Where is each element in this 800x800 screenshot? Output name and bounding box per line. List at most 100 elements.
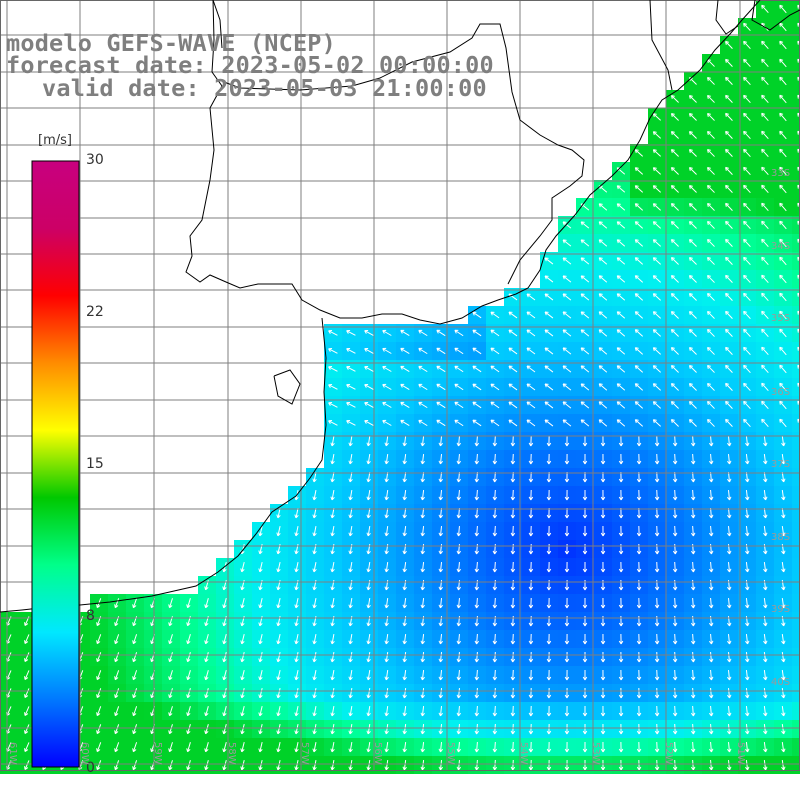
wind-arrow — [132, 760, 138, 771]
wind-arrow — [761, 238, 769, 248]
wind-arrow — [490, 311, 500, 319]
wind-arrow — [420, 489, 425, 501]
wind-arrow — [546, 759, 552, 771]
wind-arrow — [670, 419, 679, 427]
wind-arrow — [618, 597, 624, 609]
wind-arrow — [725, 220, 733, 229]
wind-arrow — [743, 76, 751, 86]
wind-arrow — [670, 113, 679, 121]
wind-arrow — [743, 94, 751, 104]
wind-arrow — [654, 759, 660, 771]
wind-arrow — [330, 435, 335, 447]
speed-cell — [792, 108, 800, 126]
wind-arrow — [474, 741, 480, 753]
wind-arrow — [670, 293, 679, 301]
wind-arrow — [562, 365, 572, 373]
wind-arrow — [366, 741, 371, 753]
speed-cell — [792, 468, 800, 486]
wind-arrow — [672, 507, 678, 519]
wind-arrow — [294, 508, 299, 519]
wind-arrow — [672, 471, 678, 483]
wind-arrow — [672, 669, 678, 681]
wind-arrow — [24, 724, 30, 735]
wind-arrow — [725, 202, 733, 211]
lat-label-33s: 33S — [771, 168, 791, 179]
wind-arrow — [294, 598, 299, 609]
wind-arrow — [616, 365, 626, 373]
wind-arrow — [348, 453, 353, 465]
wind-arrow — [670, 401, 679, 409]
wind-arrow — [240, 688, 245, 699]
speed-cell — [792, 486, 800, 504]
wind-arrow — [204, 760, 209, 771]
wind-arrow — [745, 471, 750, 483]
wind-arrow — [727, 741, 732, 753]
wind-arrow — [384, 489, 389, 501]
wind-arrow — [348, 489, 353, 501]
wind-arrow — [186, 652, 191, 663]
wind-arrow — [763, 525, 768, 537]
wind-arrow — [490, 401, 500, 409]
wind-arrow — [652, 149, 662, 157]
wind-arrow — [616, 257, 626, 265]
wind-arrow — [24, 688, 30, 699]
wind-arrow — [366, 651, 371, 663]
lat-label-40s: 40S — [771, 677, 791, 688]
wind-arrow — [707, 238, 715, 247]
wind-arrow — [564, 489, 570, 501]
wind-arrow — [670, 329, 679, 337]
wind-arrow — [708, 723, 714, 735]
lat-lon-grid — [0, 0, 800, 771]
wind-arrow — [384, 687, 389, 699]
wind-arrow — [670, 365, 679, 373]
wind-arrow — [528, 471, 534, 483]
speed-cell — [792, 540, 800, 558]
wind-arrow — [582, 435, 588, 447]
wind-arrow — [204, 724, 209, 735]
wind-arrow — [745, 525, 750, 537]
wind-arrow — [580, 365, 590, 373]
wind-arrow — [492, 759, 498, 771]
wind-arrow — [384, 597, 389, 609]
wind-arrow — [114, 760, 120, 771]
wind-arrow — [672, 651, 678, 663]
wind-arrow — [312, 471, 317, 483]
wind-arrow — [600, 633, 606, 645]
wind-arrow — [508, 347, 518, 355]
wind-arrow — [616, 383, 626, 391]
wind-arrow — [456, 453, 462, 465]
wind-arrow — [490, 419, 500, 427]
wind-arrow — [402, 669, 407, 681]
wind-arrow — [761, 418, 769, 428]
wind-arrow — [582, 759, 588, 771]
wind-arrow — [763, 687, 768, 699]
wind-arrow — [186, 724, 191, 735]
wind-arrow — [654, 651, 660, 663]
wind-arrow — [420, 651, 425, 663]
wind-arrow — [743, 382, 751, 392]
wind-arrow — [781, 597, 786, 609]
wind-arrow — [564, 705, 570, 717]
wind-arrow — [707, 112, 715, 121]
wind-arrow — [618, 453, 624, 465]
wind-arrow — [420, 633, 425, 645]
wind-arrow — [526, 401, 536, 409]
wind-arrow — [276, 526, 281, 537]
wind-arrow — [598, 365, 608, 373]
wind-arrow — [743, 256, 751, 266]
wind-arrow — [761, 292, 769, 302]
wind-arrow — [600, 687, 606, 699]
wind-arrow — [781, 435, 786, 447]
wind-arrow — [528, 597, 534, 609]
wind-arrow — [725, 130, 733, 139]
wind-arrow — [725, 238, 733, 247]
wind-arrow — [779, 148, 787, 158]
wind-arrow — [636, 435, 642, 447]
wind-arrow — [472, 347, 482, 355]
wind-arrow — [402, 435, 407, 447]
wind-arrow — [708, 597, 714, 609]
wind-arrow — [672, 435, 678, 447]
wind-arrow — [366, 633, 371, 645]
wind-arrow — [564, 471, 570, 483]
wind-arrow — [456, 741, 462, 753]
